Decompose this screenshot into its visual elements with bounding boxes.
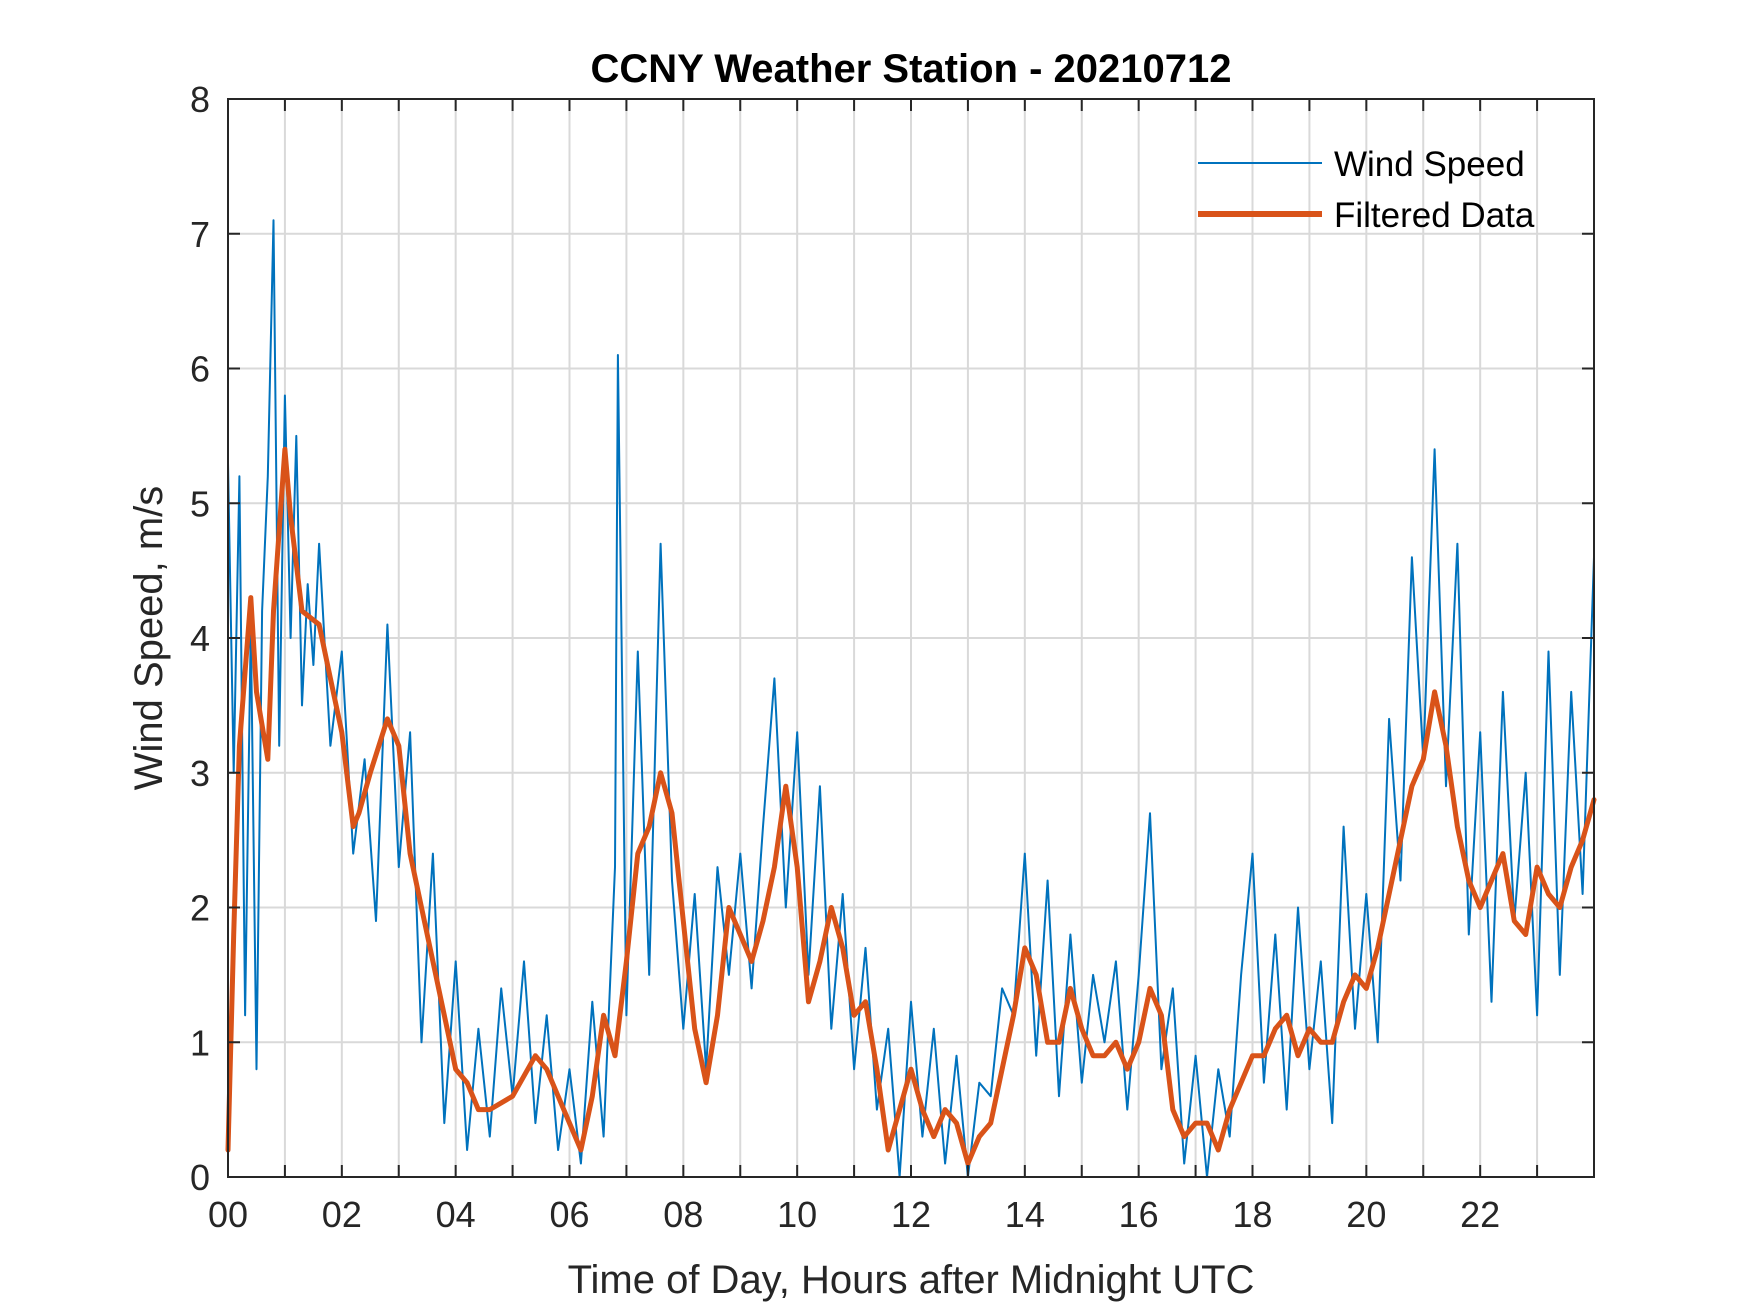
- y-tick-label: 8: [190, 79, 210, 120]
- x-tick-label: 18: [1232, 1194, 1272, 1235]
- x-tick-label: 22: [1460, 1194, 1500, 1235]
- y-tick-label: 2: [190, 888, 210, 929]
- y-tick-label: 1: [190, 1022, 210, 1063]
- x-tick-label: 16: [1119, 1194, 1159, 1235]
- y-axis-label: Wind Speed, m/s: [127, 486, 171, 791]
- chart-title: CCNY Weather Station - 20210712: [591, 47, 1232, 91]
- series-line-filtered-data: [225, 446, 1597, 1166]
- y-tick-label: 3: [190, 753, 210, 794]
- x-tick-label: 08: [663, 1194, 703, 1235]
- y-tick-label: 6: [190, 349, 210, 390]
- x-tick-label: 10: [777, 1194, 817, 1235]
- legend-label-filtered-data: Filtered Data: [1334, 196, 1535, 235]
- legend-label-wind-speed: Wind Speed: [1334, 145, 1525, 184]
- y-tick-label: 5: [190, 483, 210, 524]
- y-tick-label: 4: [190, 618, 210, 659]
- x-tick-label: 06: [549, 1194, 589, 1235]
- x-tick-label: 00: [208, 1194, 248, 1235]
- x-axis-label: Time of Day, Hours after Midnight UTC: [568, 1258, 1255, 1302]
- y-tick-label: 7: [190, 214, 210, 255]
- x-tick-label: 20: [1346, 1194, 1386, 1235]
- y-tick-label: 0: [190, 1157, 210, 1198]
- legend: Wind Speed Filtered Data: [1198, 145, 1535, 235]
- ticks: [228, 98, 1594, 1178]
- x-tick-label: 04: [436, 1194, 476, 1235]
- x-tick-label: 12: [891, 1194, 931, 1235]
- x-tick-label: 02: [322, 1194, 362, 1235]
- x-tick-label: 14: [1005, 1194, 1045, 1235]
- series-layer: [225, 219, 1597, 1178]
